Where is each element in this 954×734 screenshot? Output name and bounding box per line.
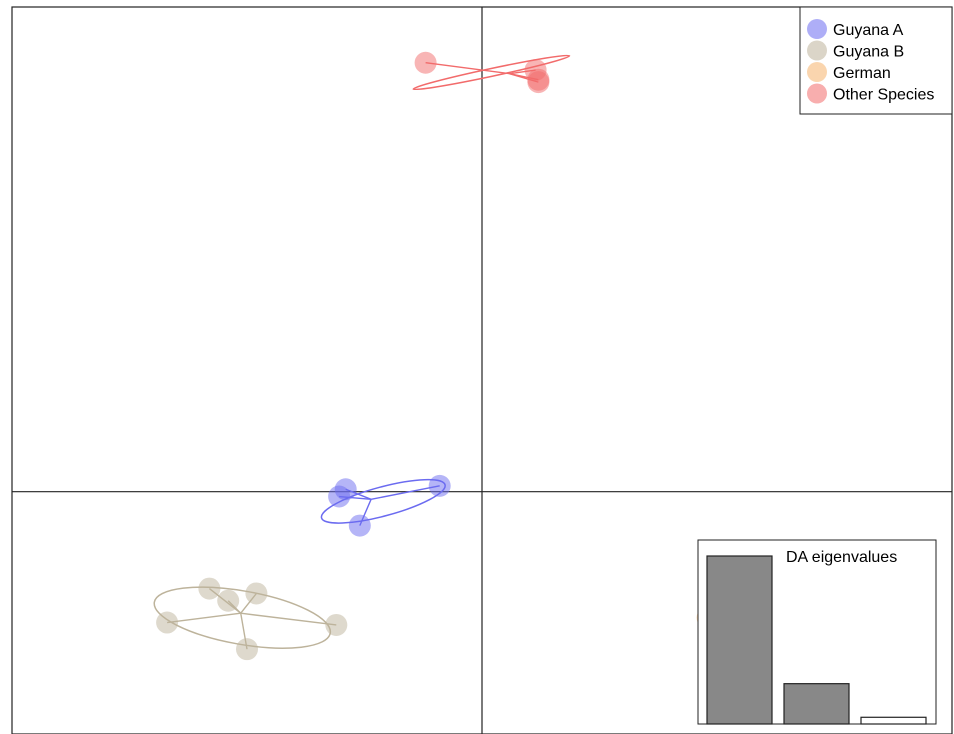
data-point — [414, 51, 437, 74]
eigenvalue-bar-3 — [860, 716, 927, 725]
star-segment — [425, 62, 510, 75]
legend-swatch — [807, 19, 827, 39]
group-guyana-a — [320, 474, 451, 537]
legend: Guyana A Guyana B German Other Species — [799, 6, 953, 115]
data-point — [245, 582, 268, 605]
legend-label: German — [833, 65, 891, 82]
eigenvalue-bar-2 — [783, 683, 850, 725]
data-point — [198, 577, 221, 600]
star-segment — [240, 612, 337, 626]
data-point — [325, 613, 348, 636]
legend-label: Guyana B — [833, 44, 904, 61]
inset-title: DA eigenvalues — [786, 549, 897, 566]
data-point — [156, 611, 179, 634]
data-point — [217, 589, 240, 612]
legend-swatch — [807, 62, 827, 82]
data-point — [428, 474, 451, 497]
data-point — [328, 485, 351, 508]
star-segment — [167, 612, 241, 624]
eigenvalue-bar-1 — [706, 555, 773, 725]
inertia-ellipse — [412, 54, 571, 91]
group-guyana-b — [153, 577, 348, 661]
legend-swatch — [807, 83, 827, 104]
group-other-species — [412, 51, 571, 94]
legend-label: Other Species — [833, 87, 934, 104]
star-segment — [370, 485, 440, 500]
eigenvalues-inset: DA eigenvalues — [697, 539, 937, 725]
data-point — [527, 68, 550, 91]
legend-swatch — [807, 40, 827, 61]
data-point — [348, 514, 371, 537]
origin-axes — [12, 7, 952, 734]
legend-label: Guyana A — [833, 22, 904, 39]
data-point — [236, 638, 258, 661]
